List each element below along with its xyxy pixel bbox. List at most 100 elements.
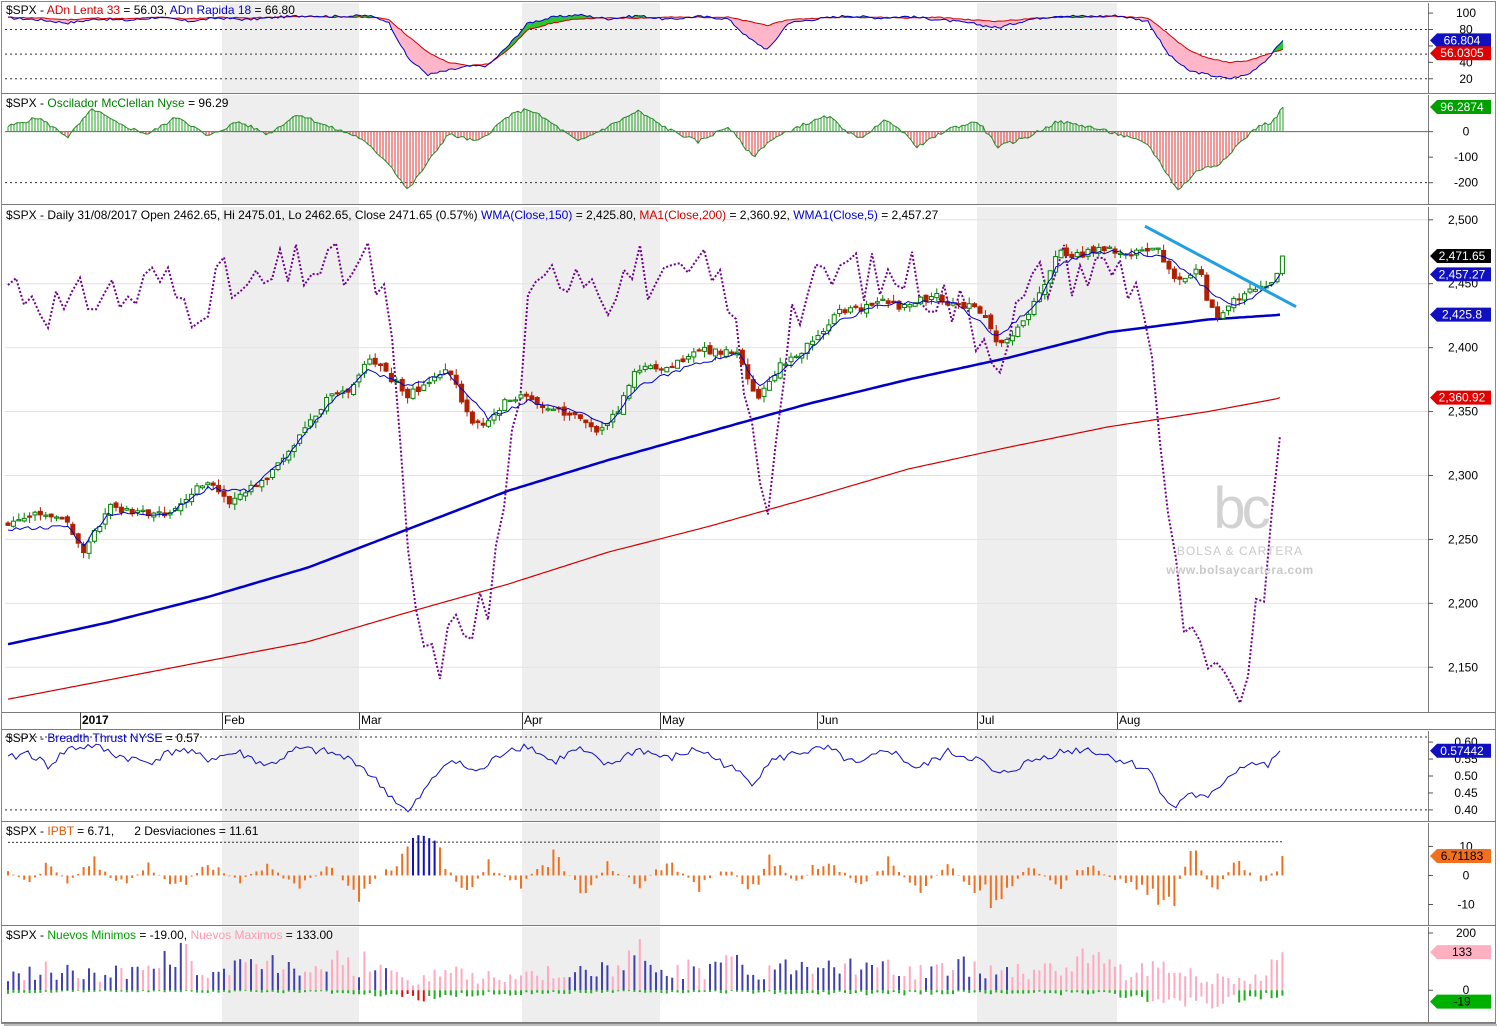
adn-fill	[1181, 44, 1184, 66]
candle-body	[487, 421, 491, 426]
candle-body	[562, 407, 566, 415]
candle-body	[1167, 261, 1171, 269]
candle-body	[870, 303, 874, 305]
candle-body	[200, 486, 204, 488]
candle-body	[11, 521, 15, 526]
legend-segment: ADn Rapida 18	[170, 3, 251, 17]
adn-fill	[1244, 61, 1247, 75]
candle	[665, 367, 669, 373]
axis-label-price: 2,350	[1448, 405, 1478, 419]
candle	[373, 353, 377, 367]
adn-fill	[1229, 62, 1232, 79]
candle-body	[789, 357, 793, 362]
price-tag-text: 2,360.92	[1439, 391, 1486, 405]
candle-body	[535, 398, 539, 404]
candle-body	[676, 360, 680, 368]
axis-label-breadth: 0.45	[1454, 786, 1478, 800]
candle-body	[1280, 256, 1284, 274]
candle	[681, 355, 685, 363]
adn-fill	[422, 48, 425, 73]
candle	[362, 361, 366, 378]
adn-fill	[1235, 61, 1238, 77]
legend-newhl: $SPX - Nuevos Minimos = -19.00, Nuevos M…	[6, 928, 333, 942]
candle-body	[481, 423, 485, 425]
legend-segment: WMA1(Close,5)	[793, 208, 878, 222]
tag-adn-slow: 56.0305	[1430, 46, 1491, 60]
candle	[503, 398, 507, 411]
adn-fill	[416, 42, 419, 66]
legend-segment: $SPX -	[6, 731, 47, 745]
candle	[465, 394, 469, 416]
candle-body	[55, 517, 59, 518]
candle-body	[973, 304, 977, 307]
candle	[1280, 256, 1284, 276]
candle-body	[379, 364, 383, 366]
adn-fill	[1175, 39, 1178, 62]
candle	[908, 303, 912, 312]
adn-fill	[755, 23, 758, 45]
candle	[897, 300, 901, 312]
candle-body	[373, 358, 377, 364]
adn-fill	[1187, 49, 1190, 72]
candle-body	[308, 420, 312, 426]
candle-body	[708, 346, 712, 354]
candle-body	[492, 415, 496, 420]
candle	[848, 305, 852, 314]
candle-body	[1054, 257, 1058, 273]
candle-body	[595, 426, 599, 432]
candle-body	[1199, 270, 1203, 275]
tag-price: 2,425.8	[1430, 308, 1491, 322]
candle-body	[416, 387, 420, 391]
candle	[692, 348, 696, 363]
candle	[146, 510, 150, 519]
legend-segment: = 0.57	[163, 731, 200, 745]
candle	[368, 354, 372, 365]
candle-body	[908, 305, 912, 307]
candle	[989, 313, 993, 332]
candle-body	[206, 483, 210, 485]
candle	[854, 304, 858, 309]
tag-ipbt: 6.71183	[1430, 849, 1491, 863]
candle	[978, 305, 982, 313]
candle-body	[730, 352, 734, 354]
candle	[217, 479, 221, 494]
candle	[470, 410, 474, 425]
candle	[859, 303, 863, 314]
legend-segment: = 6.71, 2 Desviaciones = 11.61	[74, 824, 259, 838]
candle-body	[546, 409, 550, 410]
candle-body	[740, 350, 744, 364]
legend-segment: = 56.03,	[120, 3, 170, 17]
candle	[125, 506, 129, 511]
axis-label-mcclellan: -200	[1454, 176, 1478, 190]
adn-fill	[977, 20, 980, 25]
price-tag-text: 2,457.27	[1439, 267, 1486, 281]
candle-body	[1145, 248, 1149, 250]
candle-body	[1156, 248, 1160, 249]
candle-body	[1086, 249, 1090, 256]
candle-body	[470, 412, 474, 423]
candle	[1221, 310, 1225, 319]
candle	[735, 347, 739, 358]
candle-body	[6, 523, 10, 525]
axis-label-newhl: 200	[1456, 926, 1476, 940]
adn-fill	[1214, 60, 1217, 77]
month-shade	[977, 95, 1117, 204]
candle-body	[568, 413, 572, 415]
adn-fill	[434, 55, 437, 73]
month-shade	[977, 207, 1117, 712]
candle-body	[330, 394, 334, 396]
axis-label-price: 2,200	[1448, 596, 1478, 610]
candle-body	[114, 503, 118, 507]
adn-fill	[1253, 59, 1256, 71]
candle	[778, 358, 782, 380]
candle	[406, 387, 410, 403]
candle-body	[1064, 248, 1068, 256]
candle-body	[530, 396, 534, 400]
adn-fill	[425, 50, 428, 76]
candle-body	[757, 389, 761, 398]
candle	[514, 397, 518, 404]
candle-body	[1183, 278, 1187, 281]
candle-body	[1216, 307, 1220, 318]
month-label: Jul	[979, 713, 994, 727]
legend-segment: WMA(Close,150)	[481, 208, 572, 222]
